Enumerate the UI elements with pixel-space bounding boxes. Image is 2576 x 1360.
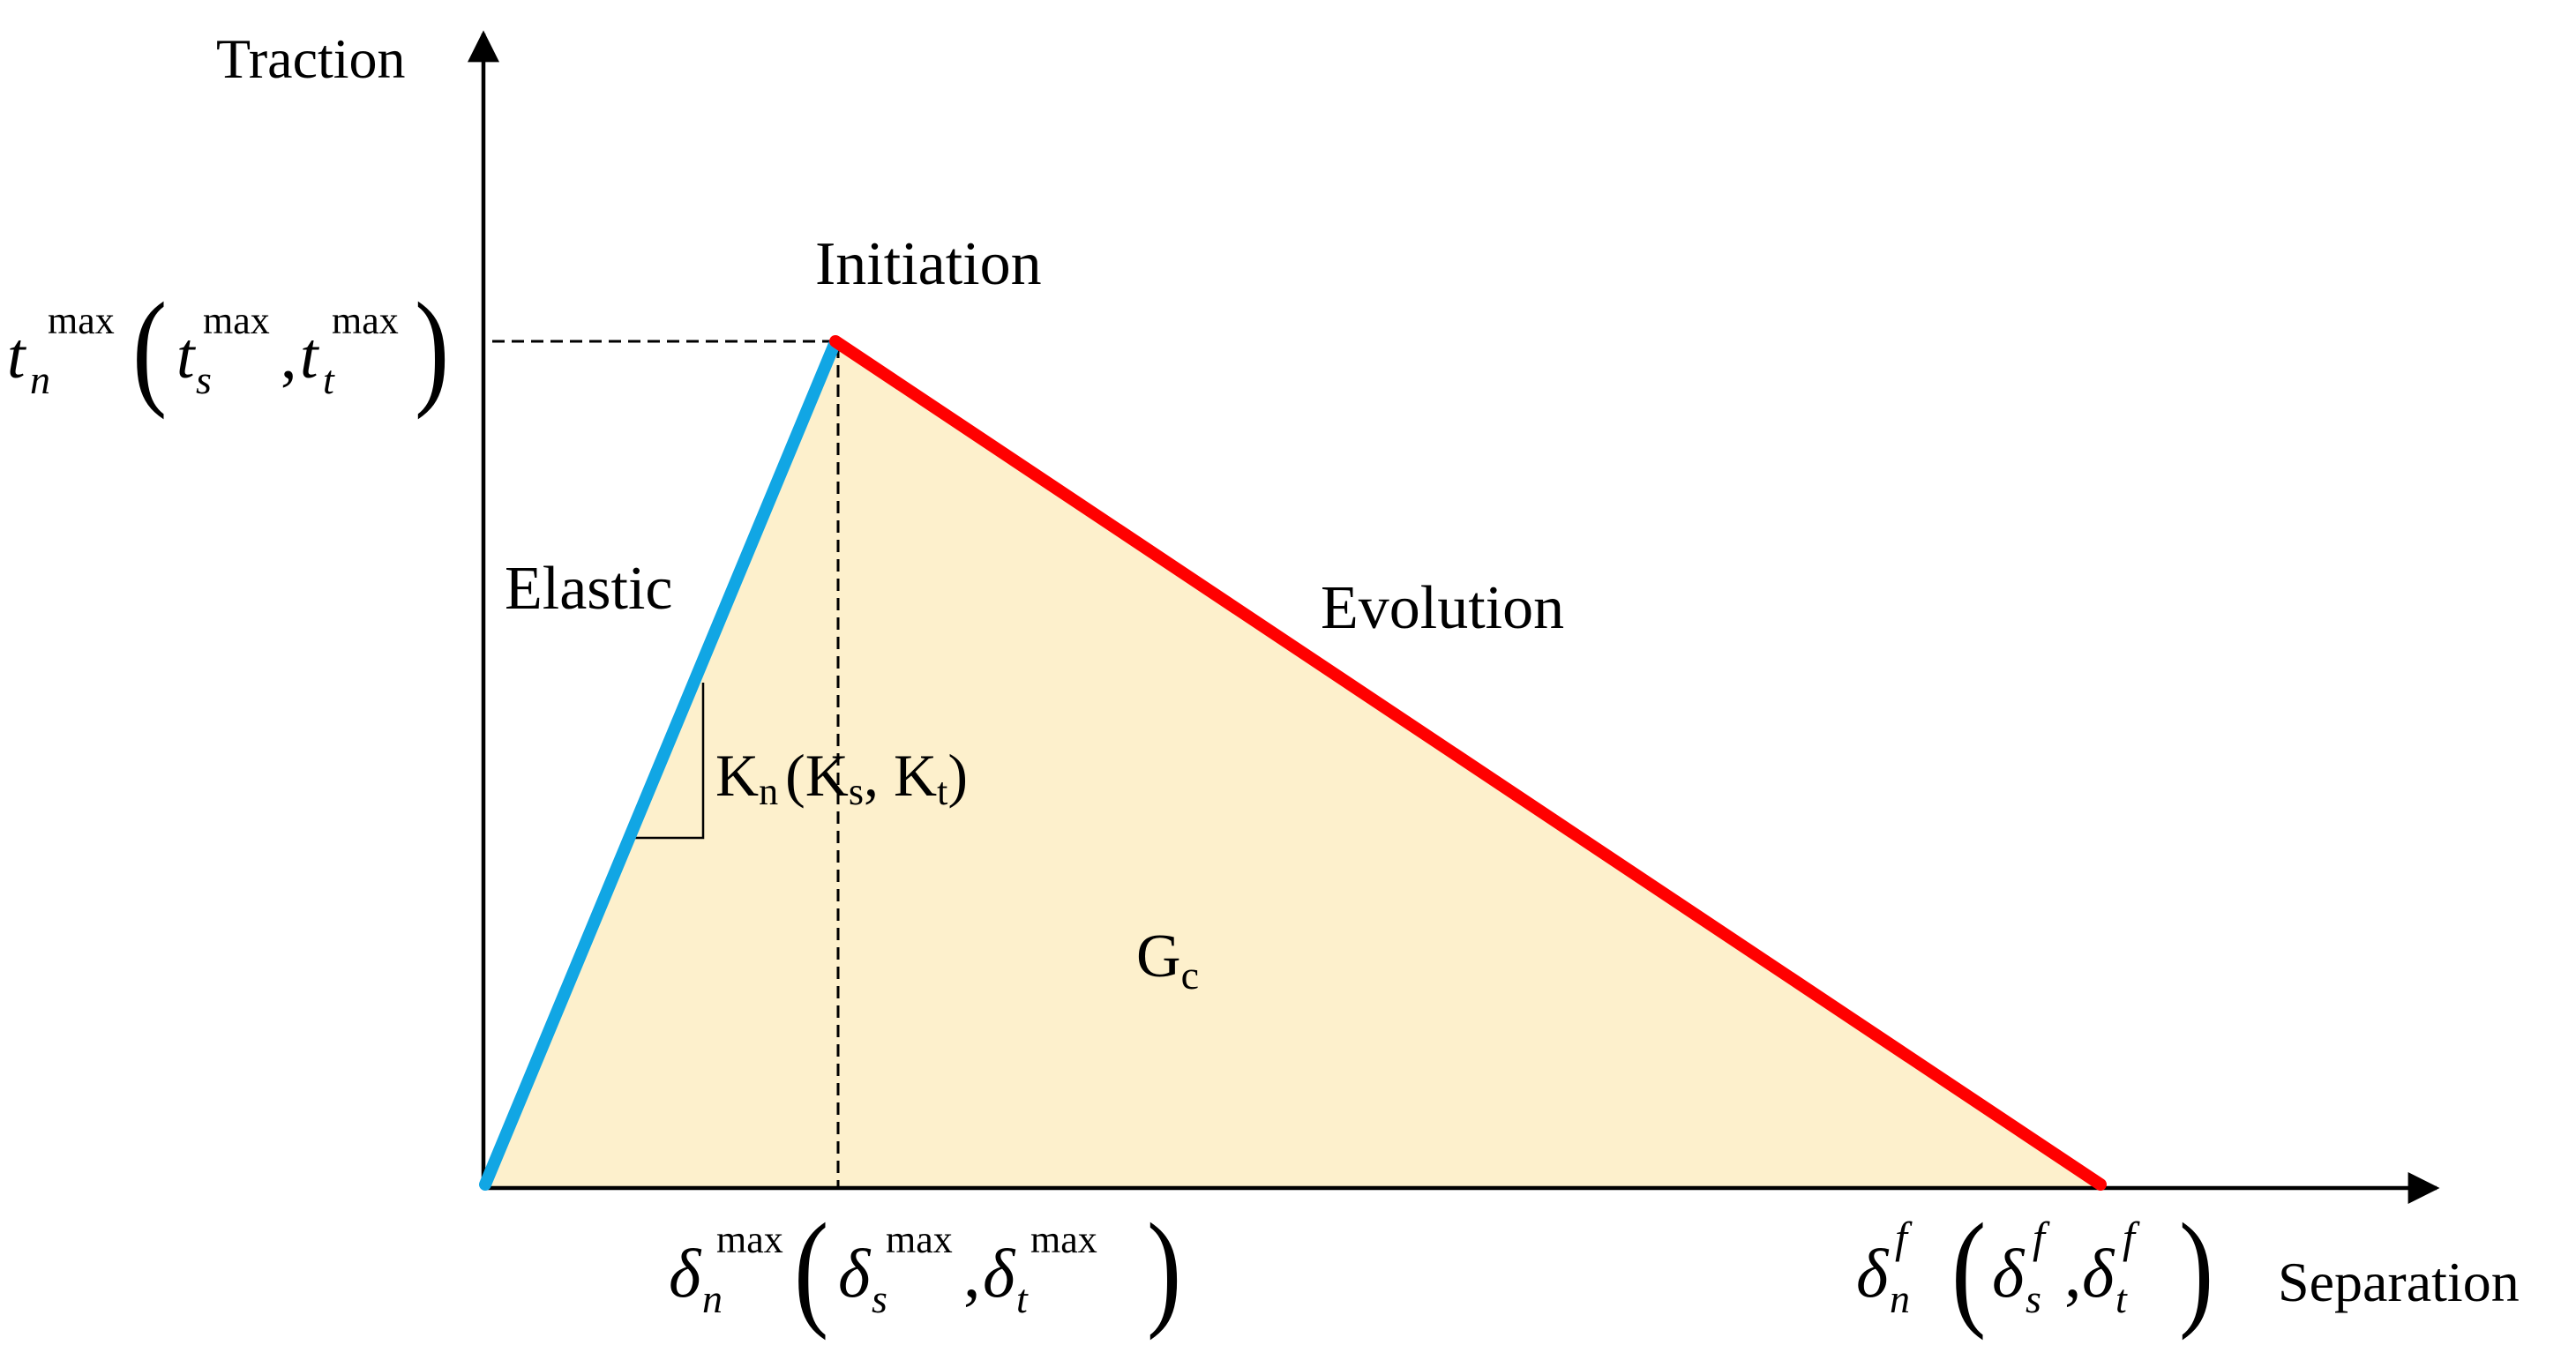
svg-text:s: s <box>872 1276 887 1321</box>
y-axis-title: Traction <box>216 27 406 90</box>
peak-separation-tick-label: δ n max ( δ s max , δ t max ) <box>669 1197 1181 1341</box>
svg-text:s: s <box>2026 1276 2041 1321</box>
peak-traction-tick-label: t n max ( t s max , t t max ) <box>7 276 449 420</box>
svg-text:max: max <box>1030 1218 1097 1261</box>
svg-text:f: f <box>2123 1213 2140 1262</box>
energy-area <box>483 341 2100 1188</box>
svg-text:δ: δ <box>838 1235 872 1311</box>
svg-text:): ) <box>2179 1197 2213 1341</box>
svg-text:f: f <box>2033 1213 2050 1262</box>
svg-text:δ: δ <box>1992 1235 2026 1311</box>
svg-text:s: s <box>196 357 212 402</box>
svg-text:): ) <box>1147 1197 1181 1341</box>
svg-text:δ: δ <box>1856 1235 1890 1311</box>
svg-text:n: n <box>1890 1276 1910 1321</box>
failure-separation-tick-label: δ n f ( δ s f , δ t f ) <box>1856 1197 2213 1341</box>
svg-text:(: ( <box>132 276 167 420</box>
svg-text:f: f <box>1895 1213 1913 1262</box>
svg-text:(: ( <box>1951 1197 1986 1341</box>
svg-text:,: , <box>963 1235 981 1311</box>
initiation-label: Initiation <box>815 230 1042 298</box>
svg-text:n: n <box>702 1276 723 1321</box>
svg-text:max: max <box>332 299 399 342</box>
svg-text:t: t <box>300 320 320 392</box>
elastic-label: Elastic <box>505 555 672 623</box>
svg-text:): ) <box>415 276 449 420</box>
evolution-segment <box>829 335 2107 1191</box>
svg-text:max: max <box>886 1218 953 1261</box>
fracture-energy-label: Gc <box>1136 923 1199 998</box>
svg-text:t: t <box>7 320 27 392</box>
svg-text:max: max <box>48 299 115 342</box>
svg-text:δ: δ <box>2082 1235 2115 1311</box>
svg-text:t: t <box>2115 1276 2128 1321</box>
stiffness-slope-marker <box>635 683 705 840</box>
svg-text:t: t <box>1016 1276 1029 1321</box>
svg-text:max: max <box>716 1218 783 1261</box>
stiffness-label: Kn (Ks, Kt) <box>715 742 968 813</box>
svg-text:max: max <box>203 299 270 342</box>
svg-text:,: , <box>2064 1235 2082 1311</box>
evolution-label: Evolution <box>1321 574 1564 642</box>
svg-text:t: t <box>323 357 335 402</box>
svg-text:,: , <box>281 320 297 392</box>
svg-text:(: ( <box>794 1197 828 1341</box>
elastic-segment <box>479 338 841 1191</box>
svg-text:δ: δ <box>669 1235 702 1311</box>
svg-text:δ: δ <box>983 1235 1016 1311</box>
svg-text:n: n <box>30 357 50 402</box>
x-axis-title: Separation <box>2278 1251 2520 1313</box>
svg-text:t: t <box>176 320 197 392</box>
